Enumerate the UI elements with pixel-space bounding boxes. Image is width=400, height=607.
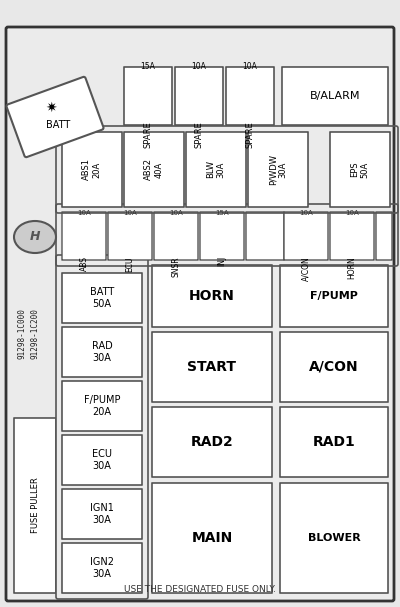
Text: RAD1: RAD1	[313, 435, 355, 449]
Text: ECU: ECU	[126, 256, 134, 271]
Text: 10A: 10A	[77, 210, 91, 216]
Text: ABS2
40A: ABS2 40A	[144, 158, 164, 180]
FancyBboxPatch shape	[280, 332, 388, 402]
Text: START: START	[188, 360, 236, 374]
FancyBboxPatch shape	[152, 332, 272, 402]
Text: BATT
50A: BATT 50A	[90, 287, 114, 309]
Text: 10A: 10A	[242, 62, 258, 71]
Text: SPARE: SPARE	[246, 121, 254, 148]
Text: 91298-1C000: 91298-1C000	[18, 308, 26, 359]
Text: 15A: 15A	[215, 210, 229, 216]
FancyBboxPatch shape	[108, 212, 152, 260]
Text: 10A: 10A	[192, 62, 206, 71]
Text: INJ: INJ	[218, 256, 226, 266]
FancyBboxPatch shape	[186, 132, 246, 207]
FancyBboxPatch shape	[200, 212, 244, 260]
FancyBboxPatch shape	[62, 381, 142, 431]
FancyBboxPatch shape	[376, 212, 392, 260]
FancyBboxPatch shape	[62, 132, 122, 207]
Text: USE THE DESIGNATED FUSE ONLY.: USE THE DESIGNATED FUSE ONLY.	[124, 585, 276, 594]
FancyBboxPatch shape	[330, 132, 390, 207]
FancyBboxPatch shape	[6, 27, 394, 601]
Text: ECU
30A: ECU 30A	[92, 449, 112, 471]
FancyBboxPatch shape	[280, 265, 388, 327]
FancyBboxPatch shape	[62, 435, 142, 485]
FancyBboxPatch shape	[152, 407, 272, 477]
Text: EPS
50A: EPS 50A	[350, 161, 370, 178]
Text: A/CON: A/CON	[309, 360, 359, 374]
Text: ABS1
20A: ABS1 20A	[82, 158, 102, 180]
Text: B/ALARM: B/ALARM	[310, 91, 360, 101]
Text: SNSR: SNSR	[172, 256, 180, 277]
Text: RAD
30A: RAD 30A	[92, 341, 112, 363]
FancyBboxPatch shape	[246, 212, 284, 260]
Text: BLOWER: BLOWER	[308, 533, 360, 543]
Text: BLW
30A: BLW 30A	[206, 160, 226, 178]
FancyBboxPatch shape	[62, 489, 142, 539]
FancyBboxPatch shape	[284, 212, 328, 260]
Text: SPARE: SPARE	[194, 121, 204, 148]
Text: A/CON: A/CON	[302, 256, 310, 281]
Text: H: H	[30, 231, 40, 243]
FancyBboxPatch shape	[330, 212, 374, 260]
Text: IGN2
30A: IGN2 30A	[90, 557, 114, 579]
FancyBboxPatch shape	[124, 67, 172, 125]
Text: IGN1
30A: IGN1 30A	[90, 503, 114, 525]
Text: 10A: 10A	[123, 210, 137, 216]
Text: 91298-1C200: 91298-1C200	[30, 308, 40, 359]
FancyBboxPatch shape	[62, 273, 142, 323]
Text: ABS: ABS	[80, 256, 88, 271]
FancyBboxPatch shape	[6, 77, 104, 157]
Text: 10A: 10A	[299, 210, 313, 216]
Text: FUSE PULLER: FUSE PULLER	[30, 478, 40, 534]
Text: ✷: ✷	[46, 101, 57, 115]
Text: BATT: BATT	[46, 120, 70, 129]
FancyBboxPatch shape	[124, 132, 184, 207]
FancyBboxPatch shape	[280, 483, 388, 593]
Text: HORN: HORN	[189, 289, 235, 303]
FancyBboxPatch shape	[62, 327, 142, 377]
Text: P/WDW
30A: P/WDW 30A	[268, 154, 288, 185]
FancyBboxPatch shape	[152, 483, 272, 593]
Text: RAD2: RAD2	[191, 435, 233, 449]
Text: MAIN: MAIN	[191, 531, 233, 545]
Text: 10A: 10A	[169, 210, 183, 216]
Ellipse shape	[14, 221, 56, 253]
FancyBboxPatch shape	[14, 418, 56, 593]
FancyBboxPatch shape	[280, 407, 388, 477]
FancyBboxPatch shape	[248, 132, 308, 207]
FancyBboxPatch shape	[226, 67, 274, 125]
FancyBboxPatch shape	[152, 265, 272, 327]
FancyBboxPatch shape	[62, 543, 142, 593]
Text: HORN: HORN	[348, 256, 356, 279]
Text: F/PUMP
20A: F/PUMP 20A	[84, 395, 120, 417]
Text: F/PUMP: F/PUMP	[310, 291, 358, 301]
Text: SPARE: SPARE	[144, 121, 152, 148]
FancyBboxPatch shape	[62, 212, 106, 260]
FancyBboxPatch shape	[56, 255, 148, 599]
Text: 15A: 15A	[140, 62, 156, 71]
FancyBboxPatch shape	[282, 67, 388, 125]
Text: 10A: 10A	[345, 210, 359, 216]
FancyBboxPatch shape	[175, 67, 223, 125]
FancyBboxPatch shape	[154, 212, 198, 260]
